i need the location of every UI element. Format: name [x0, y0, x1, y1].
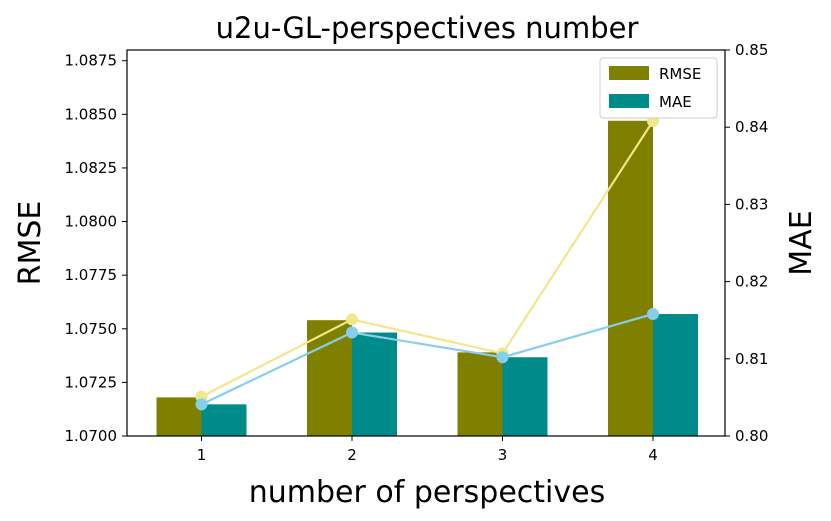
y-left-tick-label: 1.0775 — [65, 266, 118, 284]
y-left-tick-label: 1.0875 — [65, 52, 118, 70]
y-right-tick-label: 0.83 — [735, 195, 768, 213]
chart-title: u2u-GL-perspectives number — [216, 11, 639, 45]
plot-frame — [126, 49, 726, 437]
y-left-tick-label: 1.0825 — [65, 159, 118, 177]
y-right-tick-label: 0.84 — [735, 118, 768, 136]
x-tick-label: 4 — [648, 446, 658, 464]
bar-rmse-3 — [457, 352, 503, 436]
bar-mae-1 — [201, 404, 247, 436]
legend-label-mae: MAE — [659, 93, 692, 111]
legend-swatch-rmse — [609, 66, 649, 80]
x-axis-title: number of perspectives — [249, 475, 605, 510]
bar-rmse-1 — [156, 397, 202, 436]
y-right-tick-label: 0.85 — [735, 41, 768, 59]
x-tick-label: 3 — [498, 446, 508, 464]
y-left-axis-title: RMSE — [13, 201, 48, 286]
overlay-line-1 — [200, 120, 654, 398]
overlay-point-2-3 — [496, 351, 509, 364]
y-left-tick-label: 1.0700 — [65, 427, 118, 445]
y-left-tick-label: 1.0725 — [65, 373, 118, 391]
y-right-tick-label: 0.80 — [735, 427, 768, 445]
overlay-point-2-1 — [195, 398, 208, 411]
bar-mae-2 — [352, 332, 397, 436]
bar-rmse-4 — [608, 120, 653, 437]
legend-swatch-mae — [609, 94, 649, 108]
y-right-axis-title: MAE — [784, 210, 819, 275]
bar-mae-4 — [653, 314, 698, 436]
overlay-point-1-2 — [346, 313, 358, 326]
legend: RMSE MAE — [599, 57, 718, 119]
legend-label-rmse: RMSE — [659, 65, 701, 83]
overlay-point-2-4 — [647, 308, 659, 321]
overlay-line-2 — [201, 312, 654, 406]
bar-mae-3 — [502, 357, 548, 436]
y-left-tick-label: 1.0800 — [65, 213, 118, 231]
y-right-tick-label: 0.82 — [735, 273, 768, 291]
y-left-tick-label: 1.0850 — [65, 105, 118, 123]
y-right-tick-label: 0.81 — [735, 350, 768, 368]
bar-rmse-2 — [307, 320, 352, 436]
x-tick-label: 2 — [347, 446, 357, 464]
overlay-point-2-2 — [346, 326, 358, 339]
x-tick-label: 1 — [197, 446, 207, 464]
y-left-tick-label: 1.0750 — [65, 320, 118, 338]
